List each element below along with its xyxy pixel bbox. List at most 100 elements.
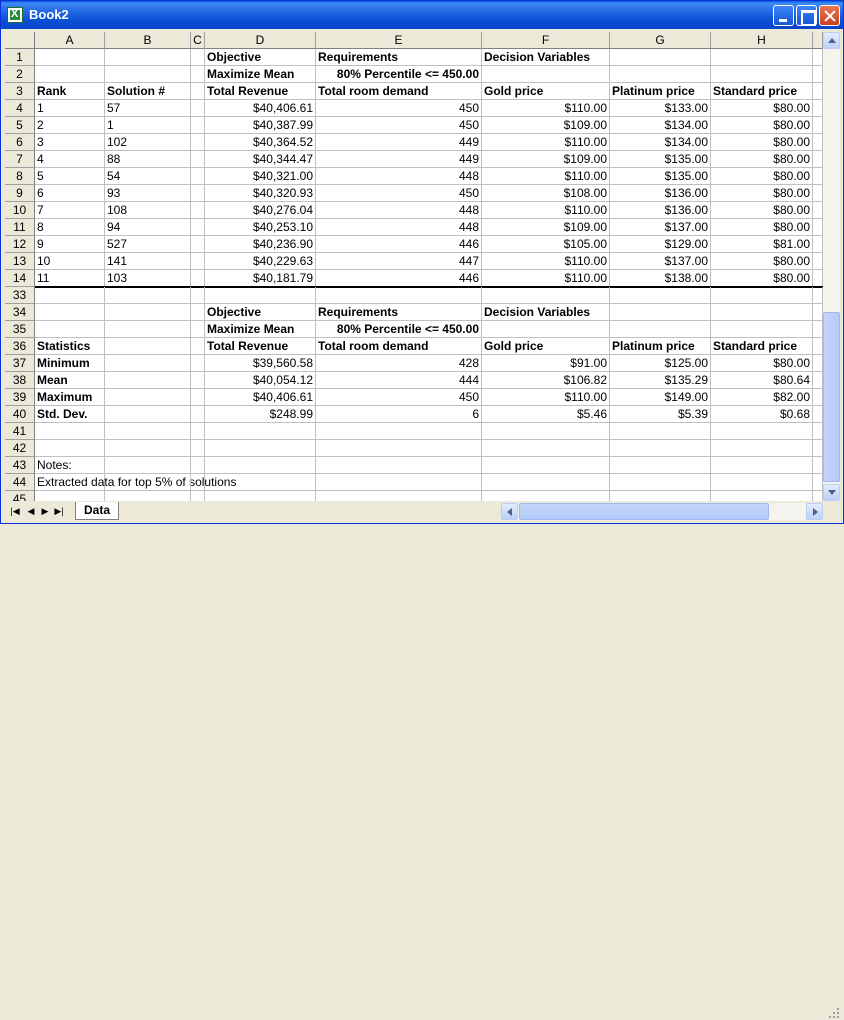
row-header-5[interactable]: 5 bbox=[5, 117, 35, 134]
horizontal-scroll-thumb[interactable] bbox=[519, 503, 769, 520]
cell-c34[interactable] bbox=[191, 304, 205, 321]
row-header-41[interactable]: 41 bbox=[5, 423, 35, 440]
cell-b11[interactable]: 94 bbox=[105, 219, 191, 236]
cell-a36[interactable]: Statistics bbox=[35, 338, 105, 355]
cell-g14[interactable]: $138.00 bbox=[610, 270, 711, 287]
minimize-button[interactable] bbox=[773, 5, 794, 26]
cell-b10[interactable]: 108 bbox=[105, 202, 191, 219]
cell-b45[interactable] bbox=[105, 491, 191, 501]
column-header-h[interactable]: H bbox=[711, 32, 813, 49]
cell-h14[interactable]: $80.00 bbox=[711, 270, 813, 287]
first-sheet-icon[interactable]: |◀ bbox=[10, 506, 20, 516]
cell-b5[interactable]: 1 bbox=[105, 117, 191, 134]
cell-g36[interactable]: Platinum price bbox=[610, 338, 711, 355]
cell-trailing[interactable] bbox=[813, 304, 823, 321]
cell-g38[interactable]: $135.29 bbox=[610, 372, 711, 389]
cell-f9[interactable]: $108.00 bbox=[482, 185, 610, 202]
cell-e34[interactable]: Requirements bbox=[316, 304, 482, 321]
cell-g40[interactable]: $5.39 bbox=[610, 406, 711, 423]
close-button[interactable] bbox=[819, 5, 840, 26]
vertical-scrollbar[interactable] bbox=[823, 32, 840, 501]
cell-a9[interactable]: 6 bbox=[35, 185, 105, 202]
cell-c39[interactable] bbox=[191, 389, 205, 406]
cell-trailing[interactable] bbox=[813, 236, 823, 253]
cell-trailing[interactable] bbox=[813, 406, 823, 423]
cell-b34[interactable] bbox=[105, 304, 191, 321]
cell-h11[interactable]: $80.00 bbox=[711, 219, 813, 236]
cell-f42[interactable] bbox=[482, 440, 610, 457]
cell-e9[interactable]: 450 bbox=[316, 185, 482, 202]
cell-c43[interactable] bbox=[191, 457, 205, 474]
cell-c38[interactable] bbox=[191, 372, 205, 389]
cell-g3[interactable]: Platinum price bbox=[610, 83, 711, 100]
cell-h10[interactable]: $80.00 bbox=[711, 202, 813, 219]
cell-c5[interactable] bbox=[191, 117, 205, 134]
cell-a3[interactable]: Rank bbox=[35, 83, 105, 100]
cell-e11[interactable]: 448 bbox=[316, 219, 482, 236]
cell-h42[interactable] bbox=[711, 440, 813, 457]
cell-d12[interactable]: $40,236.90 bbox=[205, 236, 316, 253]
cell-c44[interactable] bbox=[191, 474, 205, 491]
cell-e8[interactable]: 448 bbox=[316, 168, 482, 185]
cell-a4[interactable]: 1 bbox=[35, 100, 105, 117]
cell-f40[interactable]: $5.46 bbox=[482, 406, 610, 423]
cell-c40[interactable] bbox=[191, 406, 205, 423]
cell-g13[interactable]: $137.00 bbox=[610, 253, 711, 270]
cell-g8[interactable]: $135.00 bbox=[610, 168, 711, 185]
cell-a14[interactable]: 11 bbox=[35, 270, 105, 287]
cell-trailing[interactable] bbox=[813, 219, 823, 236]
cell-trailing[interactable] bbox=[813, 389, 823, 406]
cell-b43[interactable] bbox=[105, 457, 191, 474]
cell-c36[interactable] bbox=[191, 338, 205, 355]
cell-f2[interactable] bbox=[482, 66, 610, 83]
cell-d10[interactable]: $40,276.04 bbox=[205, 202, 316, 219]
cell-trailing[interactable] bbox=[813, 270, 823, 287]
row-header-2[interactable]: 2 bbox=[5, 66, 35, 83]
cell-d6[interactable]: $40,364.52 bbox=[205, 134, 316, 151]
cell-trailing[interactable] bbox=[813, 202, 823, 219]
cell-c8[interactable] bbox=[191, 168, 205, 185]
cell-e40[interactable]: 6 bbox=[316, 406, 482, 423]
cell-f6[interactable]: $110.00 bbox=[482, 134, 610, 151]
scroll-up-button[interactable] bbox=[823, 32, 840, 49]
cell-e10[interactable]: 448 bbox=[316, 202, 482, 219]
cell-a5[interactable]: 2 bbox=[35, 117, 105, 134]
cell-g10[interactable]: $136.00 bbox=[610, 202, 711, 219]
column-header-d[interactable]: D bbox=[205, 32, 316, 49]
cell-trailing[interactable] bbox=[813, 253, 823, 270]
cell-g5[interactable]: $134.00 bbox=[610, 117, 711, 134]
cell-c3[interactable] bbox=[191, 83, 205, 100]
row-header-33[interactable]: 33 bbox=[5, 287, 35, 304]
cell-a1[interactable] bbox=[35, 49, 105, 66]
cell-d9[interactable]: $40,320.93 bbox=[205, 185, 316, 202]
cell-c4[interactable] bbox=[191, 100, 205, 117]
cell-h34[interactable] bbox=[711, 304, 813, 321]
row-header-39[interactable]: 39 bbox=[5, 389, 35, 406]
scroll-down-button[interactable] bbox=[823, 484, 840, 501]
cell-f44[interactable] bbox=[482, 474, 610, 491]
cell-a37[interactable]: Minimum bbox=[35, 355, 105, 372]
cell-d35[interactable]: Maximize Mean bbox=[205, 321, 316, 338]
cell-c9[interactable] bbox=[191, 185, 205, 202]
cell-d43[interactable] bbox=[205, 457, 316, 474]
cell-h45[interactable] bbox=[711, 491, 813, 501]
cell-a10[interactable]: 7 bbox=[35, 202, 105, 219]
cell-g45[interactable] bbox=[610, 491, 711, 501]
cell-a44[interactable]: Extracted data for top 5% of solutions bbox=[35, 474, 237, 491]
cell-trailing[interactable] bbox=[813, 440, 823, 457]
last-sheet-icon[interactable]: ▶| bbox=[54, 506, 64, 516]
cell-f36[interactable]: Gold price bbox=[482, 338, 610, 355]
sheet-tab-data[interactable]: Data bbox=[75, 502, 119, 520]
cell-h5[interactable]: $80.00 bbox=[711, 117, 813, 134]
cell-trailing[interactable] bbox=[813, 100, 823, 117]
row-header-40[interactable]: 40 bbox=[5, 406, 35, 423]
cell-trailing[interactable] bbox=[813, 457, 823, 474]
cell-h3[interactable]: Standard price bbox=[711, 83, 813, 100]
cell-d41[interactable] bbox=[205, 423, 316, 440]
cell-e36[interactable]: Total room demand bbox=[316, 338, 482, 355]
cell-d5[interactable]: $40,387.99 bbox=[205, 117, 316, 134]
column-header-e[interactable]: E bbox=[316, 32, 482, 49]
cell-b33[interactable] bbox=[105, 287, 191, 304]
cell-a40[interactable]: Std. Dev. bbox=[35, 406, 105, 423]
cell-g7[interactable]: $135.00 bbox=[610, 151, 711, 168]
